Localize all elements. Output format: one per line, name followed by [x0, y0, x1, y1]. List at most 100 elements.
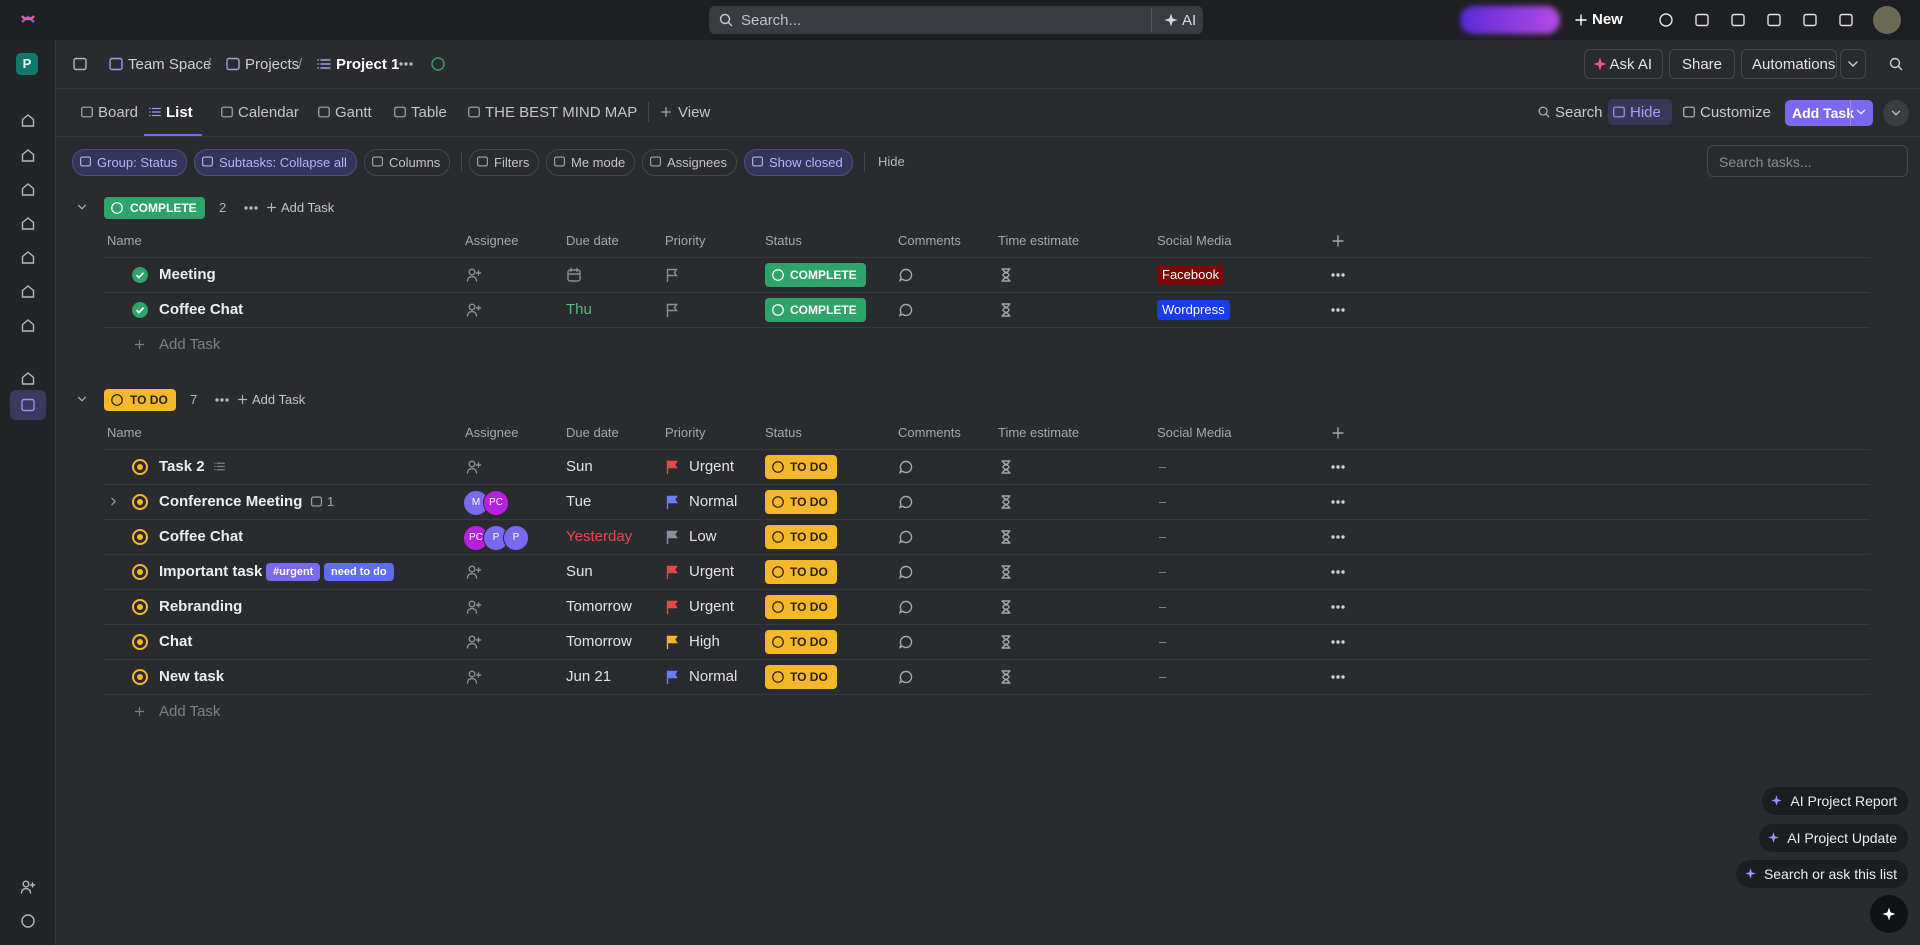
filter-chip[interactable]: Me mode	[546, 149, 636, 176]
task-name[interactable]: Task 2	[159, 458, 205, 475]
social-tag[interactable]: Wordpress	[1157, 300, 1230, 320]
filter-chip[interactable]: Subtasks: Collapse all	[194, 149, 357, 176]
due-date[interactable]: Tomorrow	[566, 598, 632, 615]
icon[interactable]	[1330, 669, 1346, 685]
social-empty[interactable]: –	[1159, 599, 1167, 614]
view-tab[interactable]: List	[166, 104, 193, 121]
add-task-label[interactable]: Add Task	[1792, 105, 1854, 121]
status-group-pill[interactable]: TO DO	[104, 389, 176, 411]
status-pill[interactable]: TO DO	[765, 490, 837, 514]
icon[interactable]	[1330, 459, 1346, 475]
workspace-badge[interactable]: P	[16, 53, 38, 75]
priority[interactable]: Urgent	[689, 458, 735, 475]
ai-fab[interactable]	[1870, 895, 1908, 933]
assignee-avatar[interactable]: PC	[483, 490, 509, 516]
task-name[interactable]: New task	[159, 668, 225, 685]
due-date[interactable]: Yesterday	[566, 528, 633, 545]
social-tag[interactable]: Facebook	[1157, 265, 1225, 285]
view-tool[interactable]: Search	[1555, 104, 1603, 121]
filter-chip[interactable]: Filters	[469, 149, 540, 176]
icon[interactable]	[1330, 564, 1346, 580]
priority[interactable]: Normal	[689, 668, 738, 685]
status-pill[interactable]: COMPLETE	[765, 298, 866, 322]
footer-add-task[interactable]: Add Task	[159, 336, 221, 353]
add-view[interactable]: View	[678, 104, 711, 121]
status-pill[interactable]: TO DO	[765, 560, 837, 584]
priority[interactable]: High	[689, 633, 720, 650]
priority[interactable]: Normal	[689, 493, 738, 510]
view-tab[interactable]: Table	[411, 104, 447, 121]
social-empty[interactable]: –	[1159, 669, 1167, 684]
assistant-button[interactable]: Search or ask this list	[1735, 860, 1908, 888]
task-search[interactable]: Search tasks...	[1707, 145, 1908, 177]
due-date[interactable]: Thu	[566, 301, 592, 318]
global-search[interactable]	[709, 6, 1203, 34]
hide-filter[interactable]: Hide	[878, 154, 905, 169]
breadcrumb-item[interactable]: Team Space	[128, 56, 212, 73]
task-name[interactable]: Coffee Chat	[159, 528, 244, 545]
due-date[interactable]: Sun	[566, 563, 593, 580]
task-name[interactable]: Chat	[159, 633, 193, 650]
social-empty[interactable]: –	[1159, 494, 1167, 509]
priority[interactable]: Urgent	[689, 563, 735, 580]
icon[interactable]	[1330, 494, 1346, 510]
header-button[interactable]: Automations	[1741, 49, 1837, 79]
view-tab[interactable]: Calendar	[238, 104, 299, 121]
social-empty[interactable]: –	[1159, 459, 1167, 474]
ai-button[interactable]: AI	[1182, 12, 1197, 29]
due-date[interactable]: Sun	[566, 458, 593, 475]
group-add-task[interactable]: Add Task	[252, 392, 306, 407]
search-placeholder[interactable]: Search...	[741, 12, 802, 29]
icon[interactable]	[1330, 267, 1346, 283]
task-name[interactable]: Important task	[159, 563, 263, 580]
priority[interactable]: Low	[689, 528, 717, 545]
avatar[interactable]	[1873, 6, 1901, 34]
task-name[interactable]: Meeting	[159, 266, 216, 283]
icon[interactable]	[1330, 529, 1346, 545]
due-date[interactable]: Tue	[566, 493, 592, 510]
view-tab[interactable]: Gantt	[335, 104, 372, 121]
assistant-button[interactable]: AI Project Report	[1762, 787, 1908, 815]
social-empty[interactable]: –	[1159, 634, 1167, 649]
view-tool[interactable]: Hide	[1630, 104, 1661, 121]
view-tab[interactable]: THE BEST MIND MAP	[485, 104, 638, 121]
icon[interactable]	[1330, 599, 1346, 615]
filter-chip[interactable]: Group: Status	[72, 149, 188, 176]
tag[interactable]: #urgent	[266, 563, 321, 581]
social-empty[interactable]: –	[1159, 529, 1167, 544]
footer-add-task[interactable]: Add Task	[159, 703, 221, 720]
priority[interactable]: Urgent	[689, 598, 735, 615]
breadcrumb-item[interactable]: Project 1	[336, 56, 400, 73]
status-pill[interactable]: TO DO	[765, 630, 837, 654]
icon-svg	[214, 462, 225, 471]
due-date[interactable]: Jun 21	[566, 668, 612, 685]
automations-menu[interactable]	[1840, 49, 1866, 79]
filter-chip[interactable]: Assignees	[642, 149, 737, 176]
filter-chip[interactable]: Columns	[364, 149, 451, 176]
view-tool[interactable]: Customize	[1700, 104, 1771, 121]
column-header: Assignee	[465, 425, 519, 440]
icon[interactable]	[1330, 634, 1346, 650]
status-group-pill[interactable]: COMPLETE	[104, 197, 205, 219]
tag[interactable]: need to do	[324, 563, 394, 581]
task-name[interactable]: Conference Meeting	[159, 493, 303, 510]
group-add-task[interactable]: Add Task	[281, 200, 335, 215]
status-pill[interactable]: TO DO	[765, 665, 837, 689]
social-empty[interactable]: –	[1159, 564, 1167, 579]
view-tab[interactable]: Board	[98, 104, 139, 121]
due-date[interactable]: Tomorrow	[566, 633, 632, 650]
assistant-button[interactable]: AI Project Update	[1759, 824, 1908, 852]
new-button[interactable]: New	[1592, 11, 1623, 28]
assignee-avatar[interactable]: P	[503, 525, 529, 551]
header-button[interactable]: Share	[1669, 49, 1735, 79]
breadcrumb-item[interactable]: Projects	[245, 56, 300, 73]
icon[interactable]	[1330, 302, 1346, 318]
header-button[interactable]: Ask AI	[1584, 49, 1663, 79]
status-pill[interactable]: TO DO	[765, 525, 837, 549]
task-name[interactable]: Rebranding	[159, 598, 243, 615]
status-pill[interactable]: COMPLETE	[765, 263, 866, 287]
more-circle[interactable]	[1883, 100, 1909, 126]
status-pill[interactable]: TO DO	[765, 595, 837, 619]
status-pill[interactable]: TO DO	[765, 455, 837, 479]
task-name[interactable]: Coffee Chat	[159, 301, 244, 318]
